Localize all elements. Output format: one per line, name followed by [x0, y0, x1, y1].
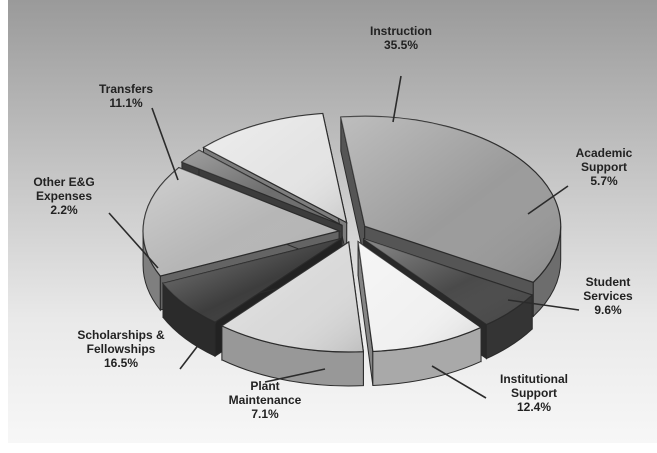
leader-line — [108, 212, 159, 269]
slice-label-text: Services — [583, 289, 633, 303]
pie-chart: Instruction 35.5%Academic Support 5.7%Stude… — [33, 24, 633, 421]
leader-line — [507, 299, 580, 311]
slice-label-text: Academic — [576, 146, 633, 160]
slice-label: Institutional Support 12.4% — [500, 372, 568, 414]
pie-slice-gloss — [143, 167, 340, 277]
slice-value-text: 9.6% — [594, 303, 622, 317]
slice-label-text: Instruction — [370, 24, 432, 38]
slice-label-text: Expenses — [36, 189, 92, 203]
leader-line — [431, 365, 487, 399]
slice-label: Other E&G Expenses 2.2% — [33, 175, 94, 217]
pie-slice-gloss — [363, 238, 533, 325]
pie-slice-gloss — [358, 241, 482, 352]
slice-label-text: Support — [581, 160, 627, 174]
pie-slice — [220, 240, 365, 387]
pie-slice-gloss — [162, 238, 342, 323]
slice-value-text: 11.1% — [109, 96, 143, 110]
slice-label: Instruction 35.5% — [370, 24, 432, 52]
leader-line — [392, 75, 402, 123]
slice-labels: Instruction 35.5%Academic Support 5.7%Stude… — [33, 24, 633, 421]
slice-value-text: 7.1% — [251, 407, 279, 421]
slice-label-text: Student — [586, 275, 631, 289]
slice-label-text: Institutional — [500, 372, 568, 386]
slice-label-text: Transfers — [99, 82, 153, 96]
slice-label: Scholarships & Fellowships 16.5% — [77, 328, 165, 370]
chart-area: Instruction 35.5% Academic Support 5.7% Stude… — [8, 0, 657, 443]
slice-label: Academic Support 5.7% — [576, 146, 633, 188]
slice-value-text: 12.4% — [517, 400, 551, 414]
slice-value-text: 16.5% — [104, 356, 138, 370]
slice-label-text: Fellowships — [87, 342, 156, 356]
slice-label-text: Maintenance — [229, 393, 302, 407]
leader-lines — [108, 75, 580, 399]
pie-slice-gloss — [340, 116, 561, 283]
slice-label-text: Other E&G — [33, 175, 94, 189]
slice-label: Transfers 11.1% — [99, 82, 153, 110]
slice-label: Plant Maintenance 7.1% — [229, 379, 302, 421]
leader-line — [527, 185, 569, 215]
slice-label: Student Services 9.6% — [583, 275, 633, 317]
pie-slice-gloss — [203, 113, 347, 223]
slice-label-text: Support — [511, 386, 557, 400]
leader-line — [264, 368, 326, 383]
pie-slices — [142, 112, 562, 387]
pie-slice — [357, 240, 483, 386]
leader-line — [179, 321, 217, 370]
slice-label-text: Plant — [250, 379, 279, 393]
pie-slice-gloss — [181, 150, 343, 226]
pie-slice-gloss — [221, 241, 364, 352]
leader-line — [151, 107, 179, 181]
slice-value-text: 5.7% — [590, 174, 618, 188]
slice-value-text: 2.2% — [50, 203, 78, 217]
slice-label-text: Scholarships & — [77, 328, 165, 342]
slice-value-text: 35.5% — [384, 38, 418, 52]
